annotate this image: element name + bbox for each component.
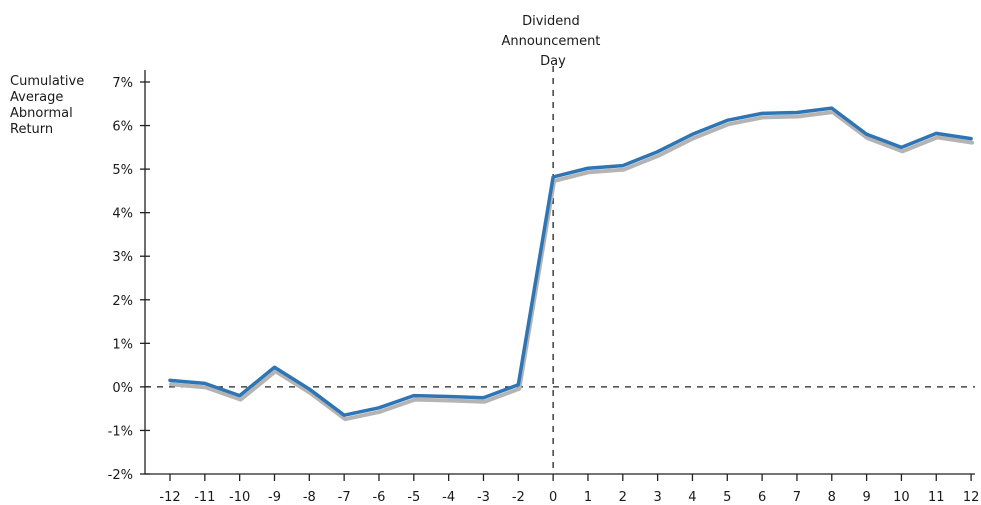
y-tick-label: 1% xyxy=(112,337,133,352)
x-tick-label: 1 xyxy=(584,490,592,505)
x-tick-label: -12 xyxy=(159,490,180,505)
axes: -2% -1% 0% 1% 2% 3% 4% 5% 6% 7% -12 -11 -10 -9 -8 -7 -6 -… xyxy=(108,70,980,505)
x-tick-label: -2 xyxy=(512,490,525,505)
y-tick-label: 0% xyxy=(112,381,133,396)
y-tick-label: 4% xyxy=(112,207,133,222)
x-tick-label: 8 xyxy=(828,490,836,505)
x-tick-label: -11 xyxy=(194,490,215,505)
y-tick-label: -2% xyxy=(108,468,133,483)
y-tick-label: 5% xyxy=(112,163,133,178)
x-tick-label: 9 xyxy=(862,490,870,505)
series-line xyxy=(168,106,973,417)
y-tick-label: 3% xyxy=(112,250,133,265)
y-tick-label: 7% xyxy=(112,76,133,91)
y-axis-label: Cumulative Average Abnormal Return xyxy=(10,74,88,137)
x-tick-label: 7 xyxy=(793,490,801,505)
x-tick-label: 4 xyxy=(688,490,696,505)
series-shadow-line xyxy=(169,110,975,422)
x-tick-label: 11 xyxy=(928,490,945,505)
x-tick-label: 0 xyxy=(549,490,557,505)
x-tick-label: -10 xyxy=(229,490,250,505)
x-tick-label: -6 xyxy=(372,490,385,505)
x-tick-label: -5 xyxy=(407,490,420,505)
x-tick-label: -9 xyxy=(268,490,281,505)
x-tick-label: -4 xyxy=(442,490,455,505)
y-tick-label: 6% xyxy=(112,120,133,135)
x-tick-label: 6 xyxy=(758,490,766,505)
x-tick-label: 10 xyxy=(893,490,910,505)
x-tick-label: -7 xyxy=(338,490,351,505)
x-tick-label: 5 xyxy=(723,490,731,505)
announcement-annotation: Dividend Announcement Day xyxy=(501,14,604,69)
x-tick-label: 2 xyxy=(619,490,627,505)
x-tick-label: 3 xyxy=(653,490,661,505)
series-group xyxy=(168,106,975,422)
y-tick-label: 2% xyxy=(112,294,133,309)
x-tick-label: -8 xyxy=(303,490,316,505)
reference-lines xyxy=(145,66,975,474)
x-tick-label: -3 xyxy=(477,490,490,505)
y-tick-label: -1% xyxy=(108,424,133,439)
x-tick-label: 12 xyxy=(963,490,980,505)
